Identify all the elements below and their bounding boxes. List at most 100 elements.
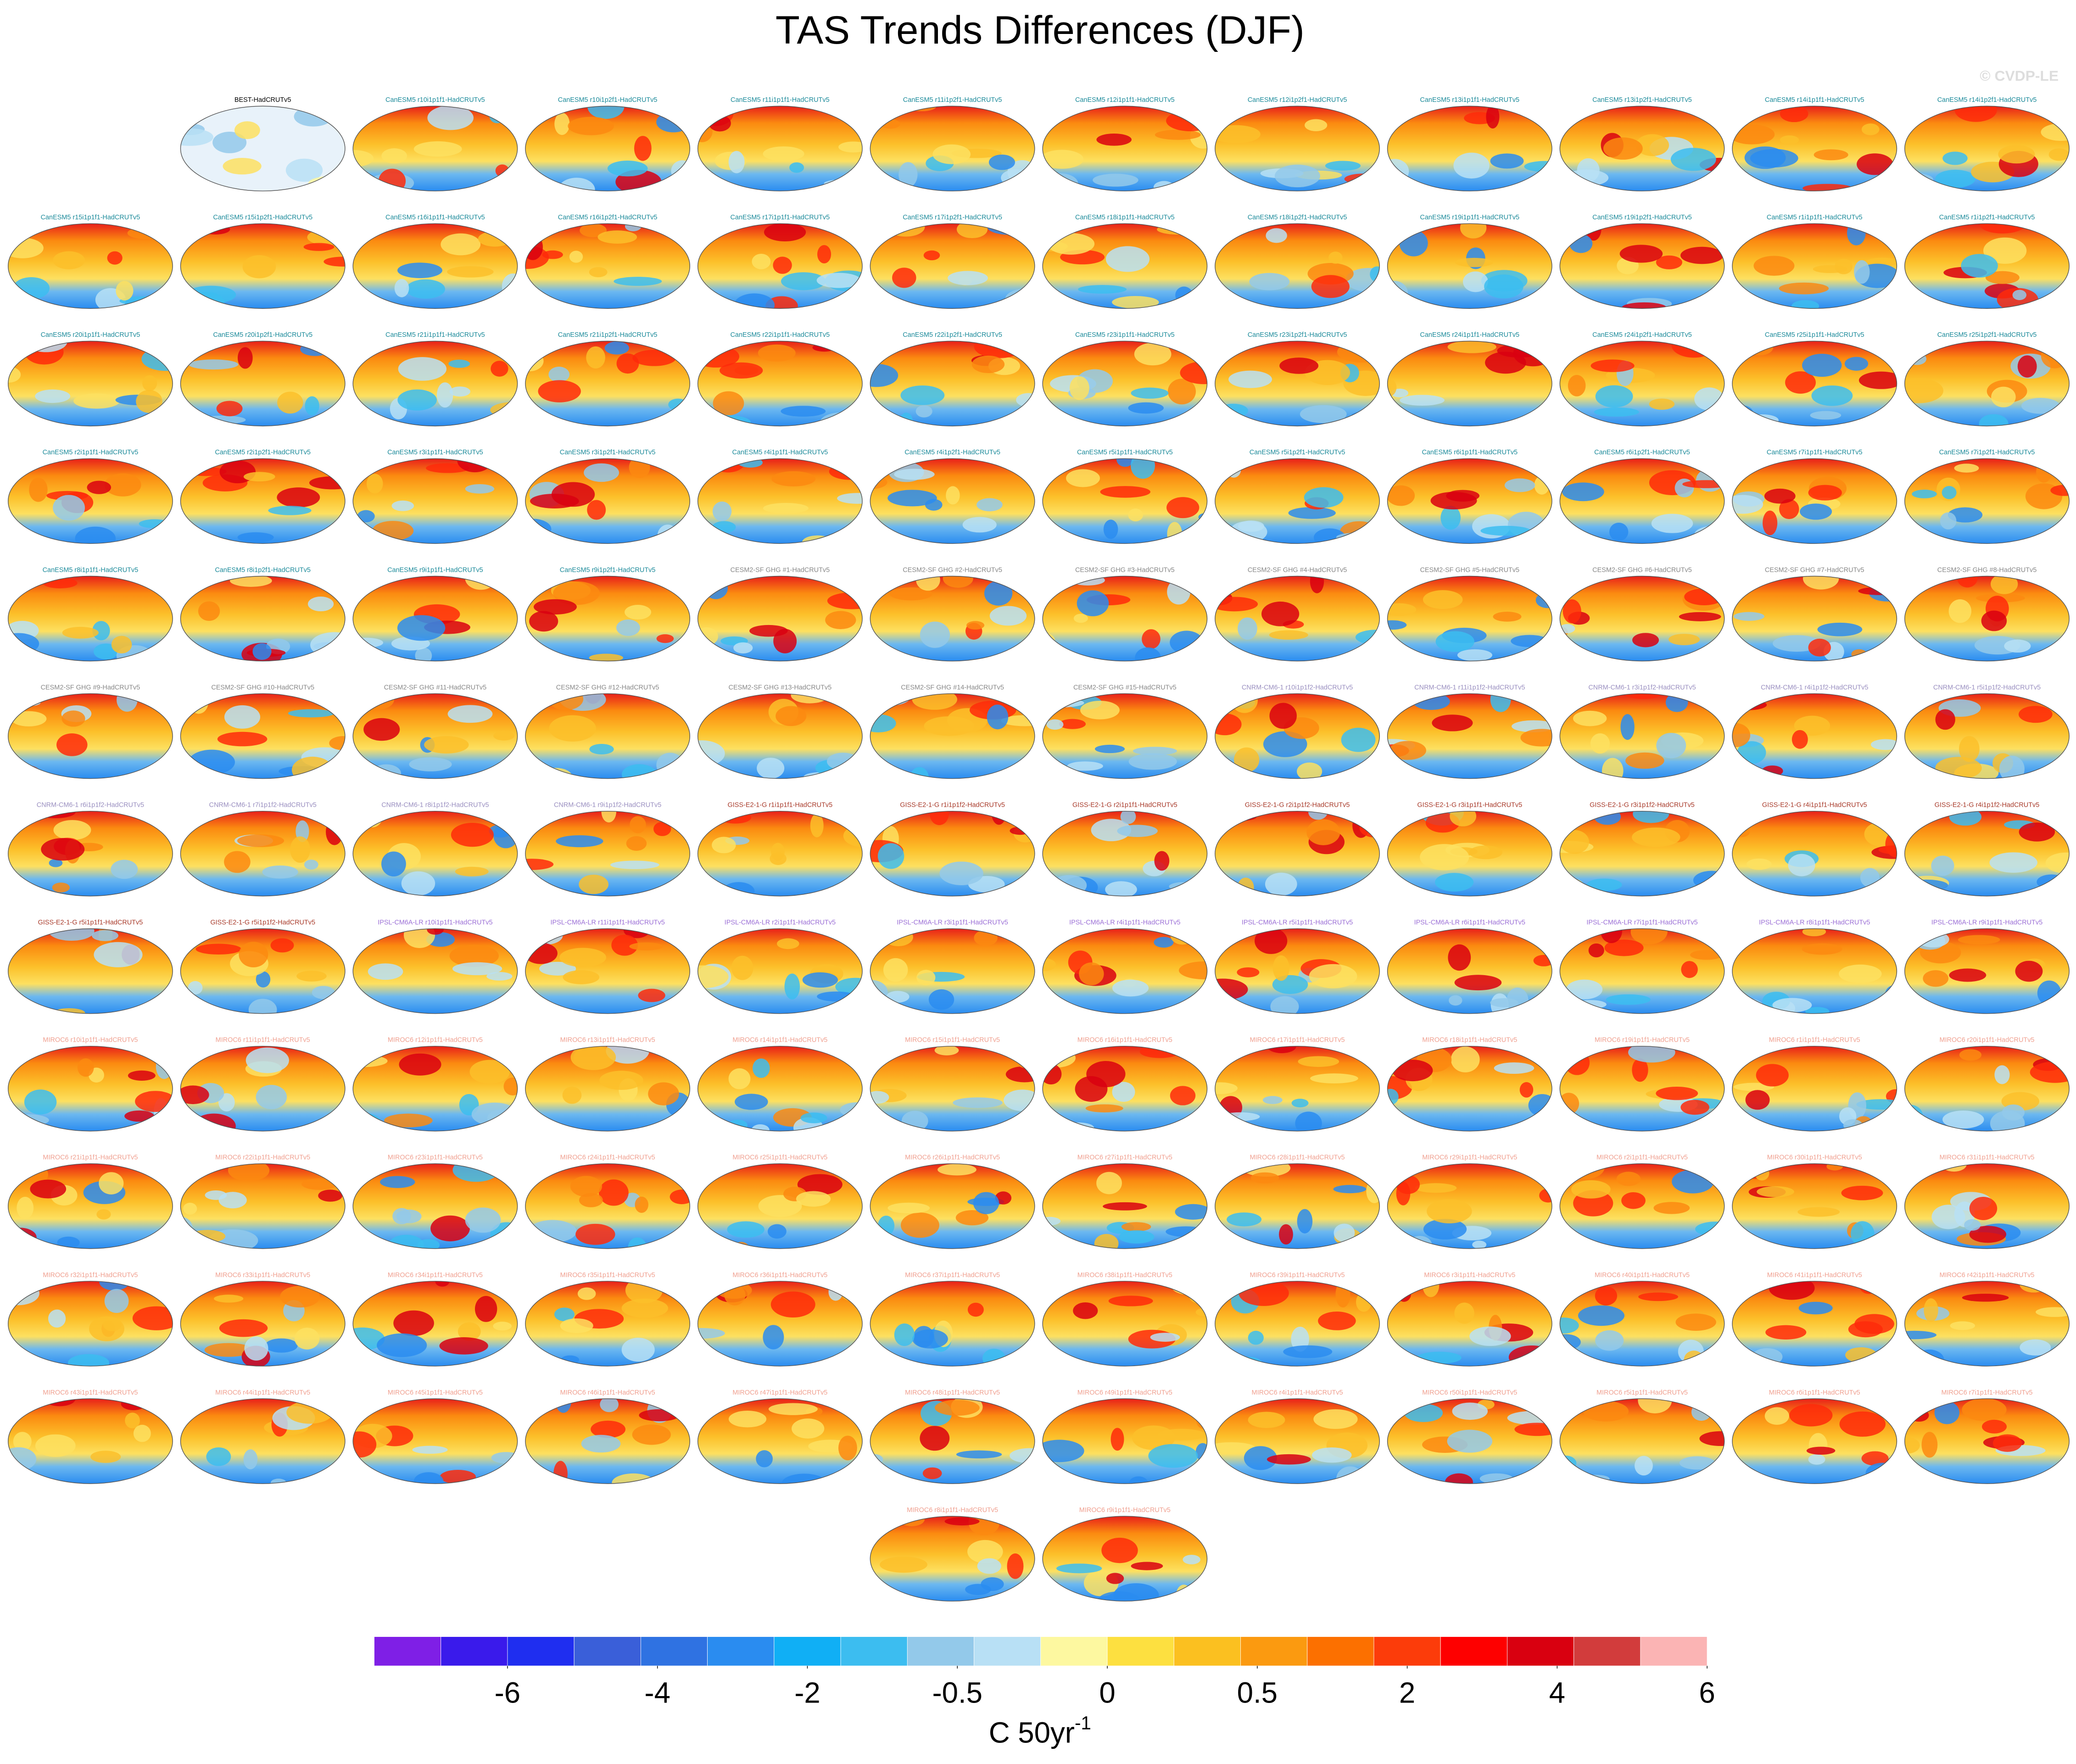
panel-label: CanESM5 r2i1p2f1-HadCRUTv5 [215, 449, 311, 456]
map-blob [1814, 149, 1848, 161]
panel-label: CanESM5 r11i1p1f1-HadCRUTv5 [731, 96, 830, 104]
map-outline [1732, 575, 1897, 662]
map-blob [1108, 1295, 1153, 1306]
map-panel: IPSL-CM6A-LR r10i1p1f1-HadCRUTv5 [352, 919, 518, 1014]
map-blob [1998, 145, 2035, 164]
map-blob [156, 1054, 173, 1079]
map-blob [1486, 106, 1500, 128]
map-blob [630, 816, 646, 833]
map-field [525, 928, 690, 1014]
map-blob [1508, 1345, 1552, 1366]
map-panel: CNRM-CM6-1 r11i1p1f2-HadCRUTv5 [1387, 684, 1552, 779]
map-blob [920, 621, 950, 648]
panel-label: MIROC6 r50i1p1f1-HadCRUTv5 [1422, 1389, 1517, 1396]
panel-label: CanESM5 r13i1p2f1-HadCRUTv5 [1592, 96, 1692, 104]
map-field [525, 106, 690, 191]
map-blob [870, 1284, 901, 1293]
map-blob [237, 834, 285, 847]
map-outline [525, 223, 691, 309]
colorbar-tick-label: -2 [794, 1677, 820, 1709]
map-blob [1590, 359, 1635, 372]
map-blob [111, 636, 132, 653]
colorbar-box [1240, 1636, 1308, 1666]
map-blob [307, 229, 345, 246]
map-blob [486, 972, 513, 981]
map-blob [1128, 402, 1164, 414]
map-blob [657, 525, 679, 544]
map-panel: MIROC6 r24i1p1f1-HadCRUTv5 [525, 1154, 691, 1249]
map-blob [1154, 937, 1174, 948]
map-outline [8, 693, 173, 779]
map-blob [577, 1287, 596, 1300]
map-blob [1578, 1305, 1625, 1326]
map-blob [1981, 610, 2007, 631]
map-blob [1112, 1082, 1135, 1102]
map-blob [1732, 405, 1753, 420]
map-blob [246, 1047, 289, 1073]
map-blob [1300, 405, 1347, 424]
map-blob [1805, 1007, 1830, 1014]
map-panel: MIROC6 r38i1p1f1-HadCRUTv5 [1042, 1272, 1208, 1367]
map-panel: MIROC6 r37i1p1f1-HadCRUTv5 [870, 1272, 1035, 1367]
map-blob [554, 112, 570, 135]
map-panel: MIROC6 r4i1p1f1-HadCRUTv5 [1215, 1389, 1380, 1484]
map-field [1732, 693, 1897, 779]
map-blob [1490, 693, 1511, 712]
map-blob [1262, 1096, 1283, 1104]
map-blob [870, 363, 898, 387]
map-blob [1226, 461, 1241, 478]
map-blob [1451, 1046, 1480, 1072]
map-outline [1042, 575, 1208, 662]
map-blob [1269, 703, 1297, 729]
map-blob [1848, 1321, 1883, 1338]
map-panel: CESM2-SF GHG #5-HadCRUTv5 [1387, 566, 1552, 662]
map-panel: CanESM5 r11i1p1f1-HadCRUTv5 [697, 96, 863, 191]
map-blob [1959, 1049, 1982, 1061]
panel-label: CanESM5 r12i1p1f1-HadCRUTv5 [1075, 96, 1175, 104]
map-outline [870, 1163, 1035, 1249]
map-field [180, 928, 345, 1014]
map-blob [932, 144, 971, 164]
map-field [870, 811, 1035, 896]
map-outline [180, 693, 346, 779]
map-outline [1215, 1163, 1380, 1249]
map-blob [1435, 631, 1474, 652]
map-blob [1344, 173, 1380, 184]
map-blob [1008, 651, 1035, 661]
map-blob [1363, 180, 1379, 191]
map-blob [1180, 106, 1207, 111]
map-panel: CNRM-CM6-1 r8i1p1f2-HadCRUTv5 [352, 801, 518, 897]
map-blob [892, 268, 916, 288]
map-blob [1870, 739, 1897, 750]
map-blob [625, 223, 642, 231]
map-blob [562, 1086, 582, 1104]
map-blob [731, 955, 753, 980]
map-blob [1560, 830, 1589, 854]
map-blob [366, 474, 383, 494]
map-blob [534, 1281, 552, 1295]
map-blob [1056, 1563, 1102, 1574]
panel-label: BEST-HadCRUTv5 [234, 96, 291, 104]
panel-label: CESM2-SF GHG #4-HadCRUTv5 [1248, 566, 1347, 574]
map-blob [1043, 290, 1060, 309]
map-blob [53, 820, 91, 840]
map-outline [352, 1046, 518, 1132]
map-blob [413, 1472, 444, 1484]
map-blob [1387, 485, 1415, 506]
map-blob [478, 231, 512, 247]
map-panel: MIROC6 r12i1p1f1-HadCRUTv5 [352, 1037, 518, 1132]
map-blob [934, 1400, 980, 1416]
map-blob [1073, 614, 1088, 623]
map-field [870, 1163, 1035, 1249]
map-blob [493, 731, 514, 741]
panel-label: MIROC6 r47i1p1f1-HadCRUTv5 [732, 1389, 827, 1396]
map-outline [1042, 693, 1208, 779]
map-blob [525, 458, 560, 469]
map-blob [752, 1058, 770, 1078]
map-blob [1672, 1170, 1714, 1194]
map-field [180, 106, 345, 191]
map-blob [317, 811, 345, 820]
map-outline [525, 106, 691, 191]
map-panel: CanESM5 r1i1p2f1-HadCRUTv5 [1904, 214, 2070, 309]
panel-label: MIROC6 r48i1p1f1-HadCRUTv5 [905, 1389, 1000, 1396]
